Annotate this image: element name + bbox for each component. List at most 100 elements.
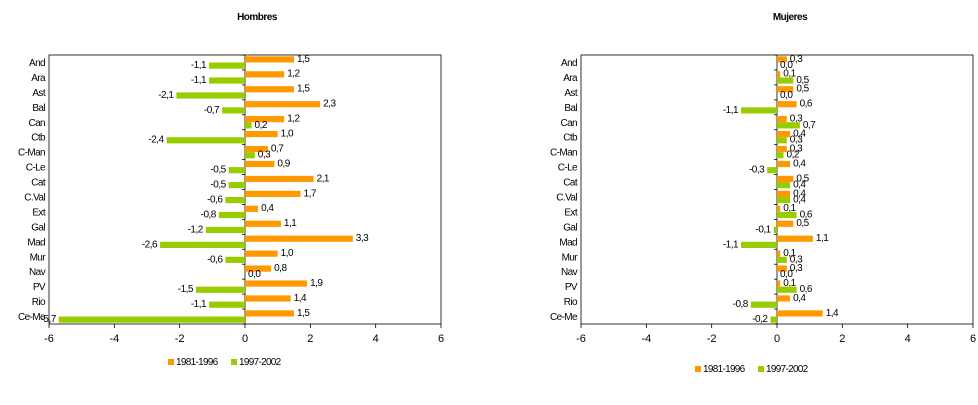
- bar-1997-2002: [222, 107, 245, 114]
- bar-1997-2002: [58, 316, 245, 323]
- x-tick-label: 4: [905, 333, 911, 345]
- x-tick-label: -4: [641, 333, 651, 345]
- data-label: 0,0: [780, 90, 793, 101]
- category-label: Nav: [561, 267, 578, 278]
- bar-1981-1996: [245, 71, 285, 78]
- bar-1981-1996: [777, 280, 781, 287]
- bar-1981-1996: [777, 101, 797, 108]
- category-label: PV: [33, 282, 46, 293]
- category-label: Mad: [27, 237, 45, 248]
- data-label: 0,4: [793, 188, 806, 199]
- data-label: -2,4: [148, 135, 164, 146]
- x-tick-label: -4: [109, 333, 119, 345]
- bar-1997-2002: [777, 152, 784, 159]
- data-label: 0,4: [793, 180, 806, 191]
- bar-1981-1996: [245, 295, 291, 302]
- bar-1981-1996: [777, 220, 794, 227]
- data-label: 0,5: [796, 84, 809, 95]
- data-label: 0,6: [800, 99, 813, 110]
- category-label: Bal: [32, 103, 45, 114]
- data-label: 0,2: [255, 120, 268, 131]
- data-label: 1,0: [281, 128, 294, 139]
- x-tick-label: 2: [307, 333, 313, 345]
- data-label: 0,1: [783, 248, 796, 259]
- data-label: -2,6: [142, 239, 158, 250]
- bar-1997-2002: [777, 77, 794, 84]
- bar-1997-2002: [228, 167, 245, 174]
- bar-1981-1996: [777, 86, 794, 93]
- bar-1981-1996: [245, 101, 321, 108]
- data-label: -1,1: [723, 105, 739, 116]
- bar-1997-2002: [770, 316, 777, 323]
- category-label: Mur: [562, 252, 579, 263]
- data-label: 0,9: [277, 158, 290, 169]
- data-label: 0,3: [790, 114, 803, 125]
- data-label: 2,1: [317, 173, 330, 184]
- category-label: Can: [560, 118, 577, 129]
- data-label: -0,2: [752, 314, 768, 325]
- category-label: Ara: [563, 73, 578, 84]
- category-label: And: [561, 58, 577, 69]
- data-label: -5,7: [41, 314, 57, 325]
- x-tick-label: -6: [44, 333, 54, 345]
- x-tick-label: 6: [438, 333, 444, 345]
- bar-1997-2002: [741, 107, 777, 114]
- bar-1981-1996: [245, 56, 294, 63]
- legend-label: 1981-1996: [176, 357, 219, 368]
- category-label: Ce-Me: [550, 312, 578, 323]
- data-label: 0,5: [796, 173, 809, 184]
- data-label: 1,7: [304, 188, 317, 199]
- bar-1981-1996: [777, 265, 787, 272]
- data-label: -0,1: [755, 224, 771, 235]
- data-label: 0,4: [793, 194, 806, 205]
- category-label: PV: [565, 282, 578, 293]
- data-label: 0,1: [783, 278, 796, 289]
- data-label: 1,5: [297, 54, 310, 65]
- category-label: Gal: [31, 222, 45, 233]
- x-tick-label: 2: [839, 333, 845, 345]
- bar-1981-1996: [777, 235, 813, 242]
- data-label: 0,8: [274, 263, 287, 274]
- bar-1997-2002: [166, 137, 245, 144]
- x-tick-label: 0: [242, 333, 248, 345]
- data-label: -0,3: [749, 165, 765, 176]
- data-label: 1,1: [816, 233, 829, 244]
- data-label: 1,9: [310, 278, 323, 289]
- bar-1981-1996: [777, 175, 794, 183]
- legend-swatch: [168, 359, 174, 365]
- category-label: Ctb: [563, 133, 578, 144]
- category-label: Ext: [32, 207, 45, 218]
- category-label: C.Val: [24, 192, 45, 203]
- bar-1997-2002: [209, 77, 245, 84]
- bar-1981-1996: [777, 160, 791, 168]
- data-label: 0,6: [800, 284, 813, 295]
- data-label: 0,6: [800, 209, 813, 220]
- bar-1997-2002: [777, 256, 787, 263]
- bar-1997-2002: [205, 226, 245, 234]
- bar-1981-1996: [777, 250, 781, 257]
- bar-1997-2002: [777, 196, 791, 204]
- data-label: 1,5: [297, 308, 310, 319]
- bar-1981-1996: [777, 190, 791, 197]
- category-label: Can: [28, 118, 45, 129]
- legend-label: 1997-2002: [766, 364, 809, 375]
- bar-1997-2002: [225, 256, 245, 263]
- bar-1981-1996: [245, 250, 278, 257]
- category-label: Mur: [30, 252, 47, 263]
- bar-1981-1996: [777, 205, 781, 212]
- bar-1997-2002: [245, 122, 252, 129]
- data-label: 0,0: [248, 269, 261, 280]
- data-label: 0,0: [780, 269, 793, 280]
- bar-1981-1996: [245, 116, 285, 123]
- bar-1997-2002: [741, 241, 777, 249]
- bar-1997-2002: [777, 122, 800, 129]
- category-label: And: [29, 58, 45, 69]
- bar-1981-1996: [245, 235, 353, 242]
- category-label: Gal: [563, 222, 577, 233]
- x-tick-label: 0: [774, 333, 780, 345]
- chart-title: Mujeres: [773, 12, 808, 23]
- data-label: 0,3: [790, 263, 803, 274]
- category-label: C.Val: [556, 192, 577, 203]
- category-label: Nav: [29, 267, 46, 278]
